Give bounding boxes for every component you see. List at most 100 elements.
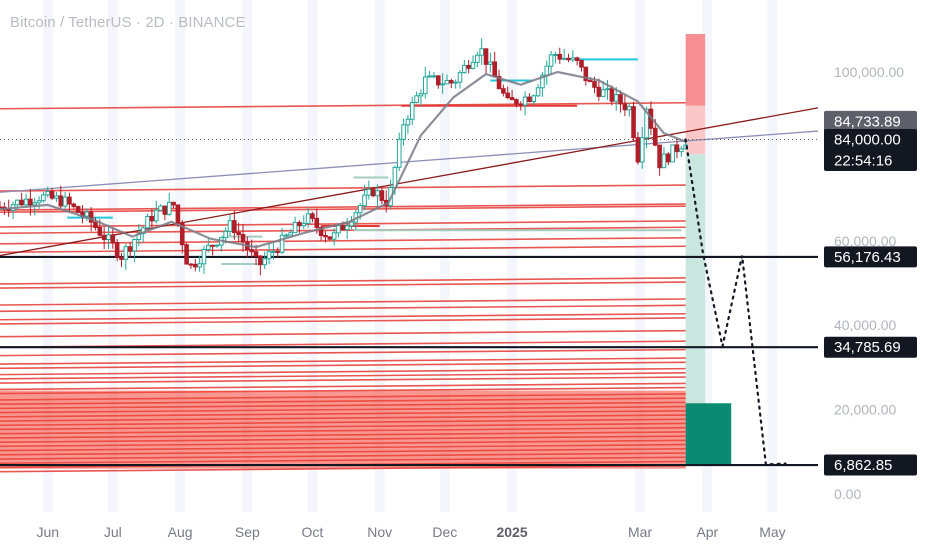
candle-body <box>23 198 29 206</box>
support-level-line <box>0 367 686 376</box>
candle-body <box>505 92 511 99</box>
support-level-line <box>0 357 686 365</box>
candle-body <box>340 225 346 231</box>
candle-body <box>171 201 176 206</box>
y-axis-tick-label: 20,000.00 <box>834 402 896 418</box>
level-price-label-box <box>824 336 917 358</box>
candle-body <box>132 238 137 252</box>
trend-line <box>0 107 819 257</box>
candle-body <box>236 232 241 235</box>
candle-body <box>88 211 94 223</box>
candle-body <box>405 118 411 126</box>
candle-body <box>15 199 20 206</box>
candle-body <box>631 106 636 139</box>
support-level-line <box>0 298 686 306</box>
candle-body <box>518 103 524 106</box>
candle-body <box>475 54 480 63</box>
candle-body <box>566 57 571 61</box>
candle-body <box>422 76 428 95</box>
candle-body <box>418 93 424 97</box>
candle-body <box>548 54 554 67</box>
support-level-line <box>0 203 686 211</box>
y-axis-tick-label: 60,000.00 <box>834 233 896 249</box>
candles-group <box>0 38 688 276</box>
candle-body <box>605 88 610 91</box>
support-level-line <box>0 277 686 285</box>
candle-body <box>466 64 471 69</box>
candle-body <box>366 188 372 196</box>
candle-body <box>305 213 311 224</box>
candle-body <box>613 94 619 102</box>
candle-body <box>106 234 111 241</box>
candle-body <box>127 246 133 252</box>
candle-body <box>205 244 211 250</box>
candle-body <box>626 106 632 111</box>
trendline-price-label-box <box>824 110 917 132</box>
support-level-line <box>0 184 686 192</box>
trendline-price-label-text: 84,733.89 <box>834 113 901 130</box>
support-zone-band <box>0 390 686 469</box>
candle-body <box>596 86 602 97</box>
candle-body <box>431 75 437 78</box>
support-level-line <box>0 376 686 384</box>
candle-body <box>479 48 484 56</box>
candle-body <box>657 144 662 169</box>
candle-body <box>600 89 606 97</box>
candle-body <box>674 144 680 153</box>
candle-body <box>644 108 649 139</box>
candle-body <box>197 263 202 268</box>
candle-body <box>119 256 124 260</box>
candle-body <box>41 194 46 202</box>
candle-body <box>262 258 268 266</box>
candle-body <box>492 61 498 77</box>
candle-body <box>344 225 350 231</box>
candle-body <box>449 80 454 84</box>
candle-body <box>271 250 276 253</box>
candle-body <box>349 221 354 227</box>
candle-body <box>145 215 150 229</box>
support-level-line <box>0 245 686 254</box>
support-level-line <box>0 348 686 357</box>
candle-body <box>587 80 593 83</box>
candle-body <box>652 127 658 146</box>
candle-body <box>535 87 541 97</box>
x-axis-tick-label: Mar <box>628 524 652 540</box>
candle-body <box>201 248 207 265</box>
candle-body <box>93 221 98 229</box>
candle-body <box>84 211 90 217</box>
candle-body <box>639 137 645 163</box>
candle-body <box>188 263 194 266</box>
candle-body <box>314 217 320 229</box>
candle-body <box>561 57 567 60</box>
candle-body <box>370 188 376 197</box>
support-level-line <box>0 372 686 380</box>
support-level-line <box>0 312 686 321</box>
x-axis-tick-label: Jul <box>104 524 122 540</box>
candle-body <box>275 250 281 253</box>
support-level-line <box>0 329 686 338</box>
candle-body <box>123 246 129 260</box>
candle-body <box>544 65 550 76</box>
candle-body <box>457 72 463 83</box>
candle-body <box>427 75 432 78</box>
candle-body <box>266 251 272 260</box>
candle-body <box>414 95 419 103</box>
candle-body <box>357 205 363 214</box>
candle-body <box>557 53 563 60</box>
x-axis-tick-label: Sep <box>235 524 260 540</box>
candle-body <box>45 190 51 196</box>
projection-box <box>685 403 732 466</box>
support-level-line <box>0 361 686 370</box>
x-axis-tick-label: Aug <box>168 524 193 540</box>
support-level-line <box>0 226 686 235</box>
x-axis-tick-label: 2025 <box>496 524 527 540</box>
candle-body <box>310 213 315 219</box>
candle-body <box>253 251 259 257</box>
candle-body <box>297 221 302 227</box>
projection-box <box>685 34 706 106</box>
level-price-label-text: 34,785.69 <box>834 339 901 356</box>
candle-body <box>679 148 684 153</box>
candle-body <box>336 225 341 234</box>
